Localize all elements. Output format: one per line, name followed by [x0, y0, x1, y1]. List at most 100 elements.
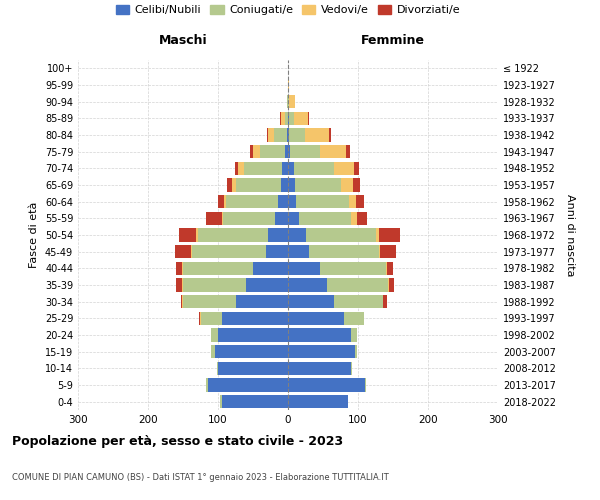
Bar — [250, 145, 253, 158]
Bar — [181, 295, 182, 308]
Bar — [287, 128, 288, 141]
Bar — [376, 228, 379, 241]
Bar — [356, 212, 367, 225]
Bar — [320, 262, 386, 275]
Bar — [356, 195, 364, 208]
Bar — [284, 145, 288, 158]
Y-axis label: Fasce di età: Fasce di età — [29, 202, 39, 268]
Bar — [235, 162, 238, 175]
Bar — [220, 395, 221, 408]
Bar — [244, 162, 283, 175]
Bar — [268, 128, 274, 141]
Bar — [288, 145, 290, 158]
Bar — [386, 262, 388, 275]
Bar — [268, 228, 288, 241]
Bar — [223, 212, 275, 225]
Bar — [288, 95, 289, 108]
Bar — [175, 245, 191, 258]
Y-axis label: Anni di nascita: Anni di nascita — [565, 194, 575, 276]
Bar — [305, 128, 329, 141]
Bar — [308, 112, 309, 125]
Bar — [224, 195, 226, 208]
Bar — [295, 178, 341, 192]
Bar — [235, 295, 288, 308]
Bar — [226, 195, 278, 208]
Bar — [206, 378, 208, 392]
Bar — [208, 378, 288, 392]
Bar — [349, 195, 356, 208]
Bar — [288, 378, 365, 392]
Bar — [232, 178, 235, 192]
Bar — [235, 178, 281, 192]
Bar — [354, 162, 359, 175]
Bar — [388, 262, 393, 275]
Bar — [351, 362, 352, 375]
Bar — [183, 278, 246, 291]
Bar — [351, 328, 356, 342]
Bar — [351, 212, 356, 225]
Bar — [221, 395, 288, 408]
Bar — [183, 295, 235, 308]
Bar — [217, 362, 218, 375]
Bar — [182, 295, 183, 308]
Bar — [380, 245, 396, 258]
Bar — [288, 162, 293, 175]
Bar — [288, 212, 299, 225]
Bar — [211, 328, 218, 342]
Bar — [281, 178, 288, 192]
Bar — [288, 128, 289, 141]
Bar — [206, 212, 221, 225]
Bar — [260, 145, 284, 158]
Bar — [200, 312, 221, 325]
Bar — [388, 278, 389, 291]
Bar — [182, 278, 183, 291]
Bar — [196, 228, 199, 241]
Bar — [274, 128, 287, 141]
Bar — [218, 362, 288, 375]
Bar — [283, 162, 288, 175]
Bar — [288, 295, 334, 308]
Bar — [288, 345, 355, 358]
Bar — [281, 112, 284, 125]
Bar — [211, 345, 215, 358]
Bar — [288, 312, 344, 325]
Bar — [355, 345, 356, 358]
Bar — [215, 345, 288, 358]
Bar — [199, 228, 268, 241]
Bar — [246, 278, 288, 291]
Bar — [278, 195, 288, 208]
Bar — [176, 262, 182, 275]
Bar — [293, 162, 334, 175]
Bar — [289, 128, 305, 141]
Text: Femmine: Femmine — [361, 34, 425, 46]
Bar — [179, 228, 196, 241]
Bar — [309, 245, 379, 258]
Bar — [379, 228, 400, 241]
Bar — [275, 212, 288, 225]
Bar — [289, 95, 295, 108]
Bar — [218, 328, 288, 342]
Bar — [295, 112, 308, 125]
Bar — [288, 262, 320, 275]
Bar — [182, 262, 183, 275]
Bar — [299, 212, 351, 225]
Bar — [253, 145, 260, 158]
Bar — [290, 145, 320, 158]
Bar — [288, 362, 351, 375]
Bar — [288, 195, 296, 208]
Bar — [199, 312, 200, 325]
Bar — [379, 245, 380, 258]
Bar — [288, 228, 305, 241]
Bar — [326, 278, 388, 291]
Bar — [227, 178, 232, 192]
Bar — [288, 178, 295, 192]
Bar — [192, 245, 266, 258]
Bar — [288, 328, 351, 342]
Bar — [288, 245, 309, 258]
Bar — [289, 112, 295, 125]
Bar — [353, 178, 360, 192]
Text: Popolazione per età, sesso e stato civile - 2023: Popolazione per età, sesso e stato civil… — [12, 435, 343, 448]
Bar — [320, 145, 346, 158]
Bar — [238, 162, 244, 175]
Bar — [341, 178, 353, 192]
